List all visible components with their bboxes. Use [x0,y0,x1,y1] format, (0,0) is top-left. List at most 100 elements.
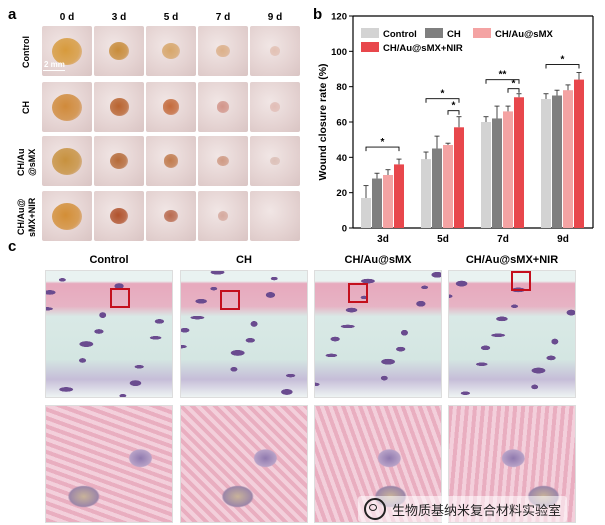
day-label: 7 d [215,12,231,23]
histology-title: Control [89,254,129,266]
bar-ch [552,95,562,228]
bar-ch-au-smx-nir [514,97,524,229]
bar-ch [372,178,382,228]
significance-bracket [545,64,580,69]
bar-ch [432,148,442,228]
bar-ch [492,118,502,228]
wound-area [163,154,179,168]
legend-label: CH/Au@sMX [495,29,553,40]
wound-area [269,46,281,56]
group-label: CH/Au @sMX [16,148,37,176]
wound-area [216,44,230,58]
histology-title: CH/Au@sMX+NIR [465,254,559,266]
significance-star: * [561,55,565,66]
wound-photo [94,136,144,186]
wound-area [52,147,82,175]
wound-photo [250,191,300,241]
significance-bracket [507,88,520,93]
wound-area [108,41,130,61]
significance-star: * [381,137,385,148]
panel-letter-c: c [8,238,17,255]
wound-photo [42,82,92,132]
histology-overview [314,270,442,398]
x-tick-label: 9d [557,234,569,245]
wound-photo [94,191,144,241]
significance-bracket [365,146,400,152]
bar-ch-au-smx [503,111,513,228]
y-tick-label: 40 [336,153,347,164]
wound-photo [250,82,300,132]
wound-area [270,156,280,166]
wound-area [269,102,281,112]
histology-zoom [45,405,173,523]
legend-swatch [425,28,443,38]
bar-control [361,197,371,228]
wound-photo [42,26,92,76]
wound-area [217,211,229,221]
histology-title: CH [236,254,252,266]
significance-star: ** [499,70,507,81]
bar-ch-au-smx [563,90,573,228]
wound-photo [250,26,300,76]
wound-area [52,37,82,65]
wound-area [162,42,180,60]
x-tick-label: 7d [497,234,509,245]
y-tick-label: 80 [336,82,347,93]
region-of-interest-box [511,271,531,291]
wound-area [216,101,230,113]
group-label: CH [21,101,31,115]
y-tick-label: 0 [342,224,347,235]
day-label: 3 d [111,12,127,23]
histology-zoom [180,405,308,523]
wound-photo [94,82,144,132]
significance-star: * [441,89,445,100]
wound-photo [94,26,144,76]
significance-bracket [485,79,520,84]
significance-star: * [512,79,516,90]
y-tick-label: 120 [331,12,347,23]
wound-area [52,93,82,121]
x-tick-label: 5d [437,234,449,245]
panel-letter-b: b [313,6,323,23]
legend-label: CH/Au@sMX+NIR [383,43,463,54]
region-of-interest-box [110,288,130,308]
wound-photo [146,82,196,132]
wound-area [163,209,179,223]
significance-star: * [452,101,456,112]
wechat-icon [364,498,386,520]
bar-control [421,159,431,228]
region-of-interest-box [220,290,240,310]
bar-ch-au-smx-nir [454,127,464,228]
wound-photo [198,136,248,186]
group-label: CH/Au@ sMX+NIR [16,197,37,237]
wound-closure-bar-chart: 0 20 40 60 80 100 120 Wound closure rate (%) 3d 5… [317,12,594,245]
day-label: 0 d [59,12,75,23]
histology-overview [180,270,308,398]
watermark-text: 生物质基纳米复合材料实验室 [392,502,562,518]
group-label: Control [21,36,31,68]
y-axis-label: Wound closure rate (%) [317,63,329,180]
histology-title: CH/Au@sMX [344,254,412,266]
legend-swatch [361,28,379,38]
day-label: 5 d [163,12,179,23]
wound-area [110,152,128,170]
panel-letter-a: a [8,6,17,23]
histology-overview [45,270,173,398]
bar-ch-au-smx [383,175,393,228]
wound-photo [146,136,196,186]
significance-bracket [447,110,460,115]
wound-photo [42,191,92,241]
legend-swatch [361,42,379,52]
x-tick-label: 3d [377,234,389,245]
bar-control [481,122,491,228]
wound-photo [42,136,92,186]
scale-bar-label: 2 mm [44,60,65,69]
wound-area [110,207,128,225]
wound-photo [146,191,196,241]
region-of-interest-box [348,283,368,303]
wound-area [52,202,82,230]
bar-ch-au-smx-nir [574,79,584,228]
wound-photo [146,26,196,76]
y-tick-label: 60 [336,118,347,129]
bar-ch-au-smx-nir [394,164,404,228]
